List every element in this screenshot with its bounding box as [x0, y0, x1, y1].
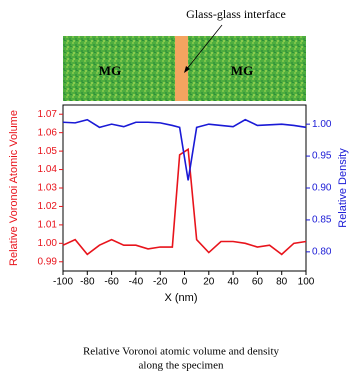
mg-label: MG: [99, 63, 121, 78]
y2-tick-label: 0.90: [312, 183, 332, 194]
page: MG MG Glass-glass interface X (nm) Relat…: [0, 0, 351, 375]
y-tick-label: 1.00: [38, 238, 58, 249]
x-axis-label: X (nm): [165, 292, 198, 304]
y2-tick-label: 0.85: [312, 215, 332, 226]
y-tick-label: 0.99: [38, 256, 58, 267]
data-line: [63, 149, 306, 254]
y2-tick-label: 1.00: [312, 119, 332, 130]
y-tick-label: 1.03: [38, 183, 58, 194]
x-tick-label: 20: [203, 277, 215, 288]
x-tick-label: -100: [53, 277, 73, 288]
caption: along the specimen: [139, 360, 224, 372]
y-tick-label: 1.02: [38, 201, 58, 212]
x-tick-label: -40: [129, 277, 144, 288]
x-tick-label: 60: [252, 277, 264, 288]
mg-label: MG: [231, 63, 253, 78]
x-tick-label: -80: [80, 277, 95, 288]
y-tick-label: 1.05: [38, 146, 58, 157]
y-tick-label: 1.04: [38, 164, 58, 175]
x-tick-label: 0: [182, 277, 188, 288]
chart: MG MG Glass-glass interface X (nm) Relat…: [0, 0, 351, 375]
x-tick-label: -20: [153, 277, 168, 288]
y2-tick-label: 0.95: [312, 151, 332, 162]
x-tick-label: -60: [104, 277, 119, 288]
y-tick-label: 1.06: [38, 127, 58, 138]
y-tick-label: 1.01: [38, 220, 58, 231]
y-axis-label: Relative Voronoi Atomic Volume: [8, 110, 20, 266]
annotation: Glass-glass interface: [186, 7, 286, 21]
x-tick-label: 80: [276, 277, 288, 288]
y-tick-label: 1.07: [38, 109, 58, 120]
data-line: [63, 120, 306, 181]
caption: Relative Voronoi atomic volume and densi…: [83, 346, 280, 358]
y2-tick-label: 0.80: [312, 246, 332, 257]
y2-axis-label: Relative Density: [337, 148, 349, 228]
x-tick-label: 40: [228, 277, 240, 288]
x-tick-label: 100: [298, 277, 315, 288]
